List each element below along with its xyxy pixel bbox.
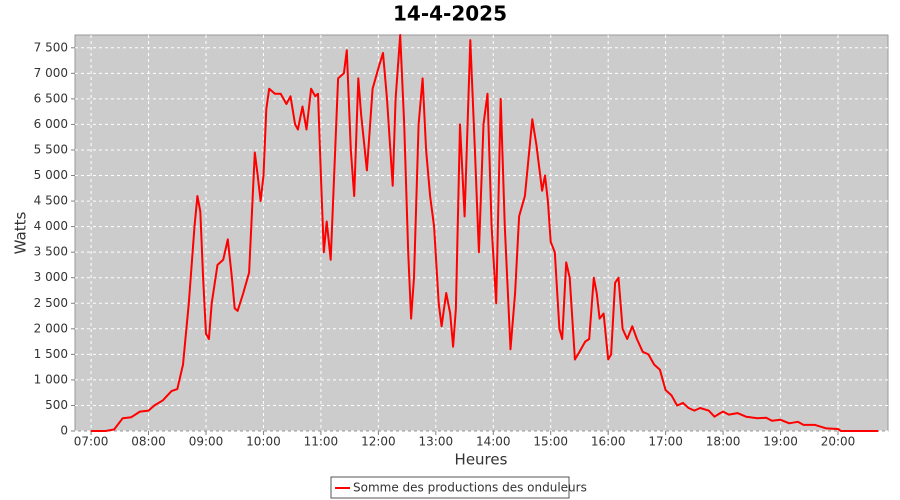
y-tick-label: 5 500: [34, 142, 68, 156]
x-tick-label: 20:00: [821, 435, 856, 449]
y-tick-label: 5 000: [34, 168, 68, 182]
x-tick-label: 18:00: [706, 435, 741, 449]
x-tick-label: 14:00: [476, 435, 511, 449]
y-tick-label: 6 500: [34, 91, 68, 105]
x-tick-label: 08:00: [131, 435, 166, 449]
x-tick-label: 13:00: [419, 435, 454, 449]
y-tick-label: 3 500: [34, 245, 68, 259]
x-tick-label: 10:00: [246, 435, 281, 449]
y-axis-label: Watts: [12, 212, 30, 255]
x-tick-label: 07:00: [74, 435, 109, 449]
x-tick-label: 17:00: [648, 435, 683, 449]
plot-area: [74, 34, 889, 432]
y-tick-label: 7 500: [34, 40, 68, 54]
y-tick-label: 1 500: [34, 347, 68, 361]
y-tick-label: 2 000: [34, 321, 68, 335]
x-tick-label: 12:00: [361, 435, 396, 449]
y-tick-label: 4 000: [34, 219, 68, 233]
data-line: [91, 34, 879, 432]
x-tick-label: 16:00: [591, 435, 626, 449]
legend-label: Somme des productions des onduleurs: [353, 481, 587, 495]
x-axis-label: Heures: [455, 451, 508, 469]
y-tick-label: 1 000: [34, 372, 68, 386]
chart-title: 14-4-2025: [393, 2, 507, 26]
x-tick-label: 15:00: [533, 435, 568, 449]
y-tick-label: 4 500: [34, 194, 68, 208]
y-tick-label: 6 000: [34, 117, 68, 131]
y-tick-label: 500: [45, 398, 68, 412]
grid: [75, 35, 888, 432]
x-tick-label: 11:00: [304, 435, 339, 449]
x-tick-label: 19:00: [763, 435, 798, 449]
legend: [330, 476, 570, 499]
y-tick-label: 3 000: [34, 270, 68, 284]
y-tick-label: 0: [60, 424, 68, 438]
y-tick-label: 2 500: [34, 296, 68, 310]
x-tick-label: 09:00: [189, 435, 224, 449]
y-tick-label: 7 000: [34, 66, 68, 80]
